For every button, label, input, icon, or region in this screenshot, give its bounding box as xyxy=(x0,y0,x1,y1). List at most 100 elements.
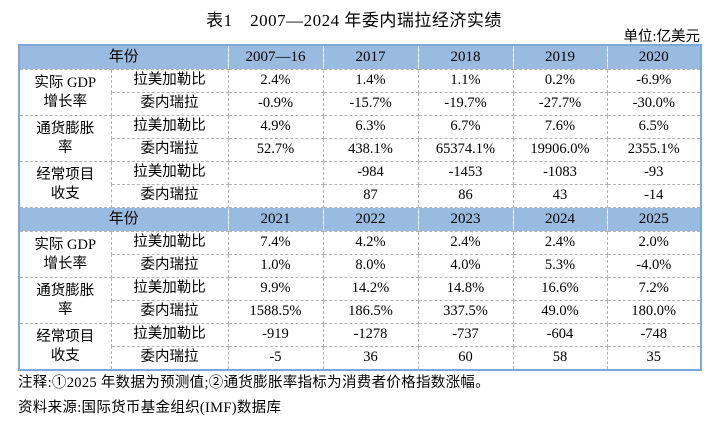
value-cell: 7.6% xyxy=(512,115,608,139)
table-row: 委内瑞拉 -0.9% -15.7% -19.7% -27.7% -30.0% xyxy=(19,92,702,116)
value-cell xyxy=(227,184,324,208)
value-cell xyxy=(227,161,324,185)
table-row: 实际 GDP 增长率 拉美加勒比 7.4% 4.2% 2.4% 2.4% 2.0% xyxy=(18,231,702,278)
table-row: 委内瑞拉 52.7% 438.1% 65374.1% 19906.0% 2355.1% xyxy=(19,138,702,162)
value-cell: 6.3% xyxy=(322,115,419,139)
value-cell: 19906.0% xyxy=(512,138,608,162)
value-cell: -748 xyxy=(606,323,702,347)
value-cell: -1278 xyxy=(322,323,419,347)
value-cell: -984 xyxy=(322,161,419,185)
economy-table: 年份 2007—16 2017 2018 2019 2020 实际 GDP 增长率 拉美加勒比 2… xyxy=(18,44,703,371)
region-label: 拉美加勒比 xyxy=(110,231,229,255)
value-cell: -737 xyxy=(417,323,514,347)
value-cell: 5.3% xyxy=(512,254,608,278)
value-cell: 49.0% xyxy=(512,300,608,324)
table-row: 通货膨胀率拉美加勒比 9.9% 14.2% 14.8% 16.6% 7.2% xyxy=(18,277,702,324)
value-cell: -5 xyxy=(227,346,324,371)
value-cell: -30.0% xyxy=(606,92,702,116)
value-cell: 438.1% xyxy=(322,138,419,162)
region-label: 拉美加勒比 xyxy=(110,277,229,301)
value-cell: 1588.5% xyxy=(227,300,324,324)
region-label: 委内瑞拉 xyxy=(110,300,229,324)
region-label: 委内瑞拉 xyxy=(110,138,229,162)
year-column-header: 2021 xyxy=(227,207,324,232)
value-cell: -14 xyxy=(606,184,702,208)
value-cell: -27.7% xyxy=(512,92,608,116)
year-header-label: 年份 xyxy=(18,207,229,232)
year-column-header: 2018 xyxy=(417,44,514,70)
value-cell: 36 xyxy=(322,346,419,371)
year-column-header: 2024 xyxy=(512,207,608,232)
table-row: 经常项目 收支 拉美加勒比 -919 -1278 -737 -604 -748 xyxy=(18,323,702,371)
indicator-label: 经常项目 收支 xyxy=(18,323,112,371)
value-cell: -1083 xyxy=(512,161,608,185)
indicator-label: 实际 GDP 增长率 xyxy=(18,69,112,116)
indicator-label: 经常项目 收支 xyxy=(18,161,112,208)
value-cell: 2.4% xyxy=(512,231,608,255)
value-cell: -4.0% xyxy=(606,254,702,278)
table-row: 委内瑞拉 1.0% 8.0% 4.0% 5.3% -4.0% xyxy=(19,254,702,278)
region-label: 拉美加勒比 xyxy=(110,69,229,93)
value-cell: 35 xyxy=(606,346,702,371)
table-title: 表1 2007—2024 年委内瑞拉经济实绩 xyxy=(206,11,502,30)
region-label: 拉美加勒比 xyxy=(110,161,229,185)
indicator-label: 通货膨胀率 xyxy=(18,115,112,162)
value-cell: 4.9% xyxy=(227,115,324,139)
value-cell: 186.5% xyxy=(322,300,419,324)
value-cell: 8.0% xyxy=(322,254,419,278)
value-cell: 60 xyxy=(417,346,514,371)
value-cell: 1.1% xyxy=(417,69,514,93)
year-column-header: 2025 xyxy=(606,207,702,232)
data-source: 资料来源:国际货币基金组织(IMF)数据库 xyxy=(18,400,282,416)
value-cell: 1.4% xyxy=(322,69,419,93)
value-cell: -0.9% xyxy=(227,92,324,116)
value-cell: 7.4% xyxy=(227,231,324,255)
value-cell: -93 xyxy=(606,161,702,185)
value-cell: 87 xyxy=(322,184,419,208)
value-cell: -1453 xyxy=(417,161,514,185)
year-column-header: 2022 xyxy=(322,207,419,232)
year-column-header: 2019 xyxy=(512,44,608,70)
value-cell: 6.7% xyxy=(417,115,514,139)
value-cell: 7.2% xyxy=(606,277,702,301)
value-cell: 4.0% xyxy=(417,254,514,278)
value-cell: 16.6% xyxy=(512,277,608,301)
unit-label: 单位:亿美元 xyxy=(623,29,700,45)
value-cell: 86 xyxy=(417,184,514,208)
value-cell: 0.2% xyxy=(512,69,608,93)
value-cell: 337.5% xyxy=(417,300,514,324)
table-row: 经常项目 收支 拉美加勒比 -984 -1453 -1083 -93 xyxy=(18,161,702,208)
region-label: 委内瑞拉 xyxy=(110,346,229,371)
year-column-header: 2007—16 xyxy=(227,44,324,70)
region-label: 委内瑞拉 xyxy=(110,254,229,278)
table-row: 委内瑞拉 1588.5% 186.5% 337.5% 49.0% 180.0% xyxy=(19,300,702,324)
value-cell: 2.4% xyxy=(417,231,514,255)
footnote: 注释:①2025 年数据为预测值;②通货膨胀率指标为消费者价格指数涨幅。 xyxy=(18,375,490,391)
year-header-row: 年份 2007—16 2017 2018 2019 2020 xyxy=(18,44,702,70)
year-header-row: 年份 2021 2022 2023 2024 2025 xyxy=(18,207,702,232)
region-label: 拉美加勒比 xyxy=(110,115,229,139)
year-column-header: 2023 xyxy=(417,207,514,232)
value-cell: 2.0% xyxy=(606,231,702,255)
value-cell: 6.5% xyxy=(606,115,702,139)
value-cell: -919 xyxy=(227,323,324,347)
value-cell: -19.7% xyxy=(417,92,514,116)
value-cell: 1.0% xyxy=(227,254,324,278)
table-row: 实际 GDP 增长率 拉美加勒比 2.4% 1.4% 1.1% 0.2% -6.9% xyxy=(18,69,702,116)
region-label: 委内瑞拉 xyxy=(110,184,229,208)
value-cell: 14.8% xyxy=(417,277,514,301)
value-cell: 2.4% xyxy=(227,69,324,93)
indicator-label: 实际 GDP 增长率 xyxy=(18,231,112,278)
indicator-label: 通货膨胀率 xyxy=(18,277,112,324)
value-cell: -604 xyxy=(512,323,608,347)
value-cell: 9.9% xyxy=(227,277,324,301)
table-row: 委内瑞拉 -5 36 60 58 35 xyxy=(19,346,702,371)
value-cell: 58 xyxy=(512,346,608,371)
value-cell: 65374.1% xyxy=(417,138,514,162)
region-label: 委内瑞拉 xyxy=(110,92,229,116)
table-row: 委内瑞拉 87 86 43 -14 xyxy=(19,184,702,208)
value-cell: 43 xyxy=(512,184,608,208)
year-column-header: 2020 xyxy=(606,44,702,70)
region-label: 拉美加勒比 xyxy=(110,323,229,347)
